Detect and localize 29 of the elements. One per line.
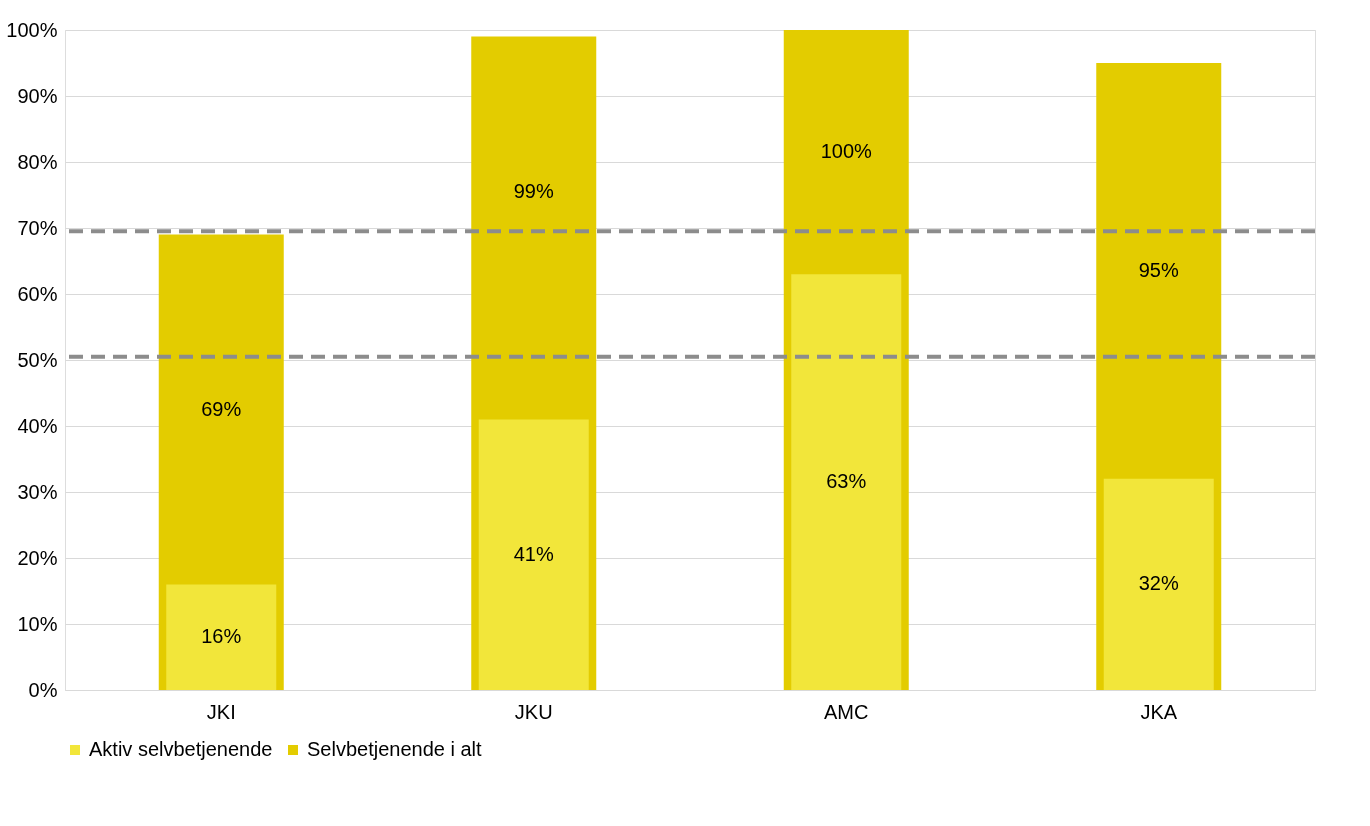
bar bbox=[1103, 478, 1214, 690]
x-tick-label: JKA bbox=[1140, 700, 1178, 723]
data-label: 99% bbox=[513, 179, 554, 202]
y-tick-label: 30% bbox=[17, 480, 58, 503]
legend-label: Selvbetjenende i alt bbox=[307, 738, 483, 760]
y-tick-label: 70% bbox=[17, 216, 58, 239]
data-label: 69% bbox=[201, 397, 242, 420]
data-label: 16% bbox=[201, 625, 242, 648]
y-tick-label: 60% bbox=[17, 282, 58, 305]
bar bbox=[791, 274, 902, 690]
data-label: 95% bbox=[1138, 258, 1179, 281]
x-tick-label: JKU bbox=[514, 700, 553, 723]
data-label: 41% bbox=[513, 542, 554, 565]
y-tick-label: 0% bbox=[28, 678, 58, 701]
data-label: 32% bbox=[1138, 572, 1179, 595]
legend-label: Aktiv selvbetjenende bbox=[89, 738, 273, 760]
y-tick-label: 40% bbox=[17, 414, 58, 437]
x-tick-label: JKI bbox=[206, 700, 236, 723]
y-tick-label: 10% bbox=[17, 612, 58, 635]
y-tick-label: 50% bbox=[17, 348, 58, 371]
bar bbox=[478, 419, 589, 690]
x-tick-label: AMC bbox=[824, 700, 869, 723]
data-label: 100% bbox=[820, 140, 873, 163]
y-tick-label: 20% bbox=[17, 546, 58, 569]
bar bbox=[166, 584, 277, 690]
y-tick-label: 90% bbox=[17, 84, 58, 107]
y-tick-label: 80% bbox=[17, 150, 58, 173]
y-tick-label: 100% bbox=[6, 18, 58, 41]
data-label: 63% bbox=[826, 470, 867, 493]
